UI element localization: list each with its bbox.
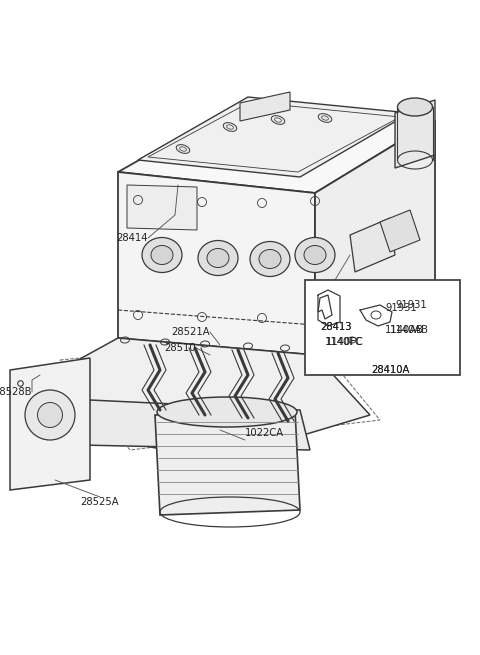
- Polygon shape: [395, 100, 435, 168]
- Ellipse shape: [176, 145, 190, 153]
- Ellipse shape: [207, 248, 229, 267]
- Text: 1022CA: 1022CA: [245, 428, 284, 438]
- Ellipse shape: [259, 250, 281, 269]
- Polygon shape: [240, 92, 290, 121]
- Ellipse shape: [318, 113, 332, 122]
- Polygon shape: [10, 358, 90, 490]
- Polygon shape: [138, 97, 410, 177]
- Text: 1140AB: 1140AB: [390, 325, 429, 335]
- Text: 28528B: 28528B: [0, 387, 32, 397]
- Polygon shape: [118, 172, 315, 355]
- Polygon shape: [315, 120, 435, 355]
- Ellipse shape: [271, 116, 285, 124]
- Text: 91931: 91931: [385, 303, 417, 313]
- Ellipse shape: [304, 246, 326, 265]
- Ellipse shape: [397, 98, 432, 116]
- Text: 28510: 28510: [164, 343, 196, 353]
- Text: 28410A: 28410A: [371, 365, 409, 375]
- Ellipse shape: [37, 403, 62, 428]
- Polygon shape: [155, 410, 300, 515]
- Polygon shape: [127, 185, 197, 230]
- Text: 28413: 28413: [320, 322, 351, 332]
- Ellipse shape: [157, 397, 297, 427]
- Text: 28413: 28413: [320, 322, 351, 332]
- Polygon shape: [118, 103, 435, 193]
- Text: 28525A: 28525A: [81, 497, 120, 507]
- Ellipse shape: [250, 242, 290, 276]
- Polygon shape: [350, 218, 395, 272]
- Text: 1140FC: 1140FC: [325, 337, 363, 347]
- Text: 28521A: 28521A: [171, 327, 210, 337]
- Polygon shape: [60, 338, 370, 460]
- Text: 28410A: 28410A: [371, 365, 409, 375]
- Text: 1140AB: 1140AB: [385, 325, 424, 335]
- Bar: [305, 280, 460, 375]
- Polygon shape: [380, 210, 420, 252]
- Text: 91931: 91931: [395, 300, 427, 310]
- Polygon shape: [80, 400, 310, 450]
- Ellipse shape: [223, 122, 237, 132]
- Ellipse shape: [25, 390, 75, 440]
- Ellipse shape: [295, 238, 335, 272]
- Text: 1140FC: 1140FC: [326, 337, 364, 347]
- Ellipse shape: [142, 238, 182, 272]
- Ellipse shape: [151, 246, 173, 265]
- Text: 28414: 28414: [117, 233, 148, 243]
- Ellipse shape: [198, 240, 238, 276]
